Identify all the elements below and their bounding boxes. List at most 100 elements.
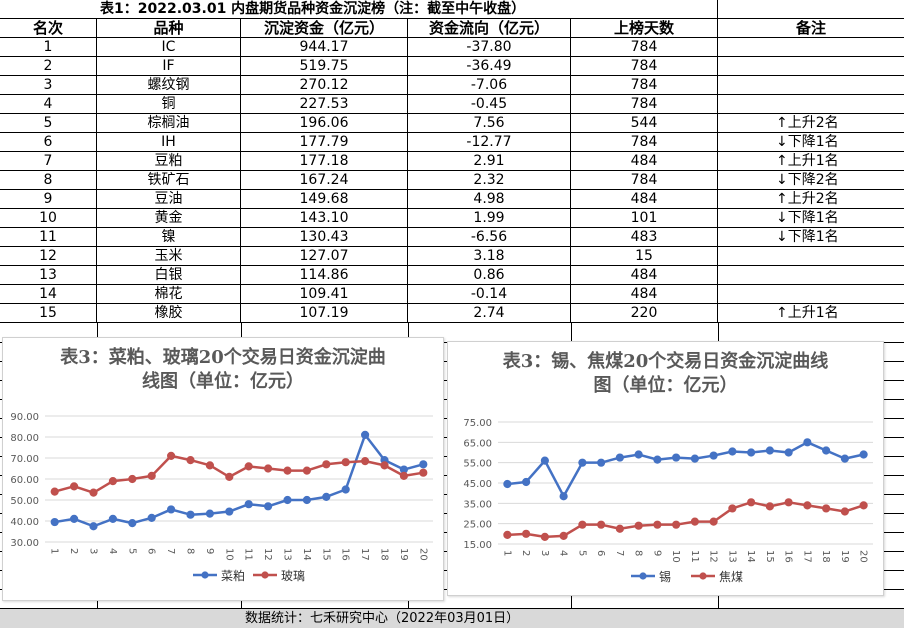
data-point bbox=[302, 495, 311, 505]
name-cell: IC bbox=[97, 38, 241, 57]
x-tick-label: 3 bbox=[539, 550, 550, 556]
chart-rapeseed-meal-glass[interactable]: 表3：菜粕、玻璃20个交易日资金沉淀曲 线图（单位：亿元） 30.00 40.00… bbox=[2, 337, 444, 601]
fund-cell: 127.07 bbox=[241, 247, 408, 266]
data-point bbox=[690, 517, 699, 526]
data-point bbox=[803, 438, 812, 447]
data-point bbox=[108, 514, 118, 523]
data-point bbox=[578, 458, 587, 467]
data-point bbox=[672, 520, 681, 529]
name-cell: 玉米 bbox=[97, 247, 241, 266]
flow-cell: 7.56 bbox=[408, 114, 571, 133]
data-point bbox=[503, 530, 512, 539]
flow-cell: 2.32 bbox=[408, 171, 571, 190]
data-point bbox=[522, 529, 531, 538]
x-tick-label: 18 bbox=[820, 550, 831, 563]
fund-cell: 107.19 bbox=[241, 304, 408, 323]
note-cell: ↓下降2名 bbox=[718, 171, 904, 190]
name-cell: 镍 bbox=[97, 228, 241, 247]
flow-cell: -7.06 bbox=[408, 76, 571, 95]
y-tick-label: 35.00 bbox=[463, 499, 492, 510]
rank-cell: 1 bbox=[0, 38, 97, 57]
title-right-cell[interactable] bbox=[718, 0, 904, 19]
header-days-cell: 上榜天数 bbox=[571, 19, 718, 38]
x-tick-label: 10 bbox=[223, 548, 234, 561]
x-tick-label: 7 bbox=[614, 550, 625, 556]
y-tick-label: 30.00 bbox=[10, 538, 39, 549]
data-point bbox=[709, 517, 718, 526]
note-cell bbox=[718, 247, 904, 266]
days-cell: 784 bbox=[571, 133, 718, 152]
legend-swatch-marker bbox=[699, 572, 707, 580]
legend-swatch-marker bbox=[201, 571, 209, 579]
data-point bbox=[108, 477, 118, 486]
y-tick-label: 40.00 bbox=[10, 517, 39, 528]
fund-cell: 227.53 bbox=[241, 95, 408, 114]
legend-swatch-marker bbox=[639, 572, 647, 580]
x-tick-label: 8 bbox=[185, 548, 196, 554]
x-tick-label: 15 bbox=[320, 548, 331, 561]
y-tick-label: 45.00 bbox=[463, 479, 492, 490]
x-tick-label: 19 bbox=[398, 548, 409, 561]
x-tick-label: 2 bbox=[520, 550, 531, 556]
x-tick-label: 16 bbox=[783, 550, 794, 563]
flow-cell: 3.18 bbox=[408, 247, 571, 266]
flow-cell: -36.49 bbox=[408, 57, 571, 76]
data-point bbox=[302, 466, 311, 475]
y-tick-label: 90.00 bbox=[10, 412, 39, 423]
data-point bbox=[728, 447, 737, 456]
x-tick-label: 14 bbox=[301, 548, 312, 561]
note-cell bbox=[718, 76, 904, 95]
data-point bbox=[634, 521, 643, 530]
flow-cell: 2.91 bbox=[408, 152, 571, 171]
data-point bbox=[803, 501, 812, 510]
data-point bbox=[503, 479, 512, 489]
x-tick-label: 4 bbox=[558, 550, 569, 556]
y-tick-label: 75.00 bbox=[463, 418, 492, 429]
name-cell: 铁矿石 bbox=[97, 171, 241, 190]
days-cell: 101 bbox=[571, 209, 718, 228]
data-point bbox=[147, 471, 156, 480]
chart-tin-coking-coal[interactable]: 表3：锡、焦煤20个交易日资金沉淀曲线 图（单位：亿元） 15.00 25.00 3… bbox=[447, 341, 884, 596]
data-point bbox=[244, 500, 253, 509]
data-point bbox=[50, 487, 59, 496]
y-tick-label: 50.00 bbox=[10, 496, 39, 507]
x-tick-label: 1 bbox=[501, 550, 512, 556]
x-tick-label: 11 bbox=[689, 550, 700, 563]
rank-cell: 11 bbox=[0, 228, 97, 247]
flow-cell: 4.98 bbox=[408, 190, 571, 209]
note-cell: ↓下降1名 bbox=[718, 228, 904, 247]
x-tick-label: 15 bbox=[764, 550, 775, 563]
data-point bbox=[361, 430, 370, 440]
days-cell: 784 bbox=[571, 76, 718, 95]
fund-cell: 944.17 bbox=[241, 38, 408, 57]
x-tick-label: 13 bbox=[726, 550, 737, 563]
y-tick-label: 60.00 bbox=[10, 475, 39, 486]
rank-cell: 6 bbox=[0, 133, 97, 152]
x-tick-label: 9 bbox=[651, 550, 662, 556]
note-cell bbox=[718, 38, 904, 57]
data-point bbox=[709, 451, 718, 460]
data-point bbox=[264, 502, 273, 511]
data-point bbox=[859, 450, 868, 459]
data-point bbox=[690, 454, 699, 463]
x-tick-label: 1 bbox=[49, 548, 60, 554]
y-tick-label: 70.00 bbox=[10, 454, 39, 465]
x-tick-label: 14 bbox=[745, 550, 756, 563]
x-tick-label: 4 bbox=[107, 548, 118, 554]
data-point bbox=[419, 460, 428, 469]
data-point bbox=[859, 501, 868, 510]
y-tick-label: 15.00 bbox=[463, 540, 492, 551]
data-point bbox=[167, 505, 176, 514]
series-line-1 bbox=[507, 441, 864, 498]
header-name-cell: 品种 bbox=[97, 19, 241, 38]
data-point bbox=[70, 482, 79, 491]
data-point bbox=[597, 458, 606, 467]
fund-cell: 196.06 bbox=[241, 114, 408, 133]
flow-cell: -0.14 bbox=[408, 285, 571, 304]
x-tick-label: 12 bbox=[708, 550, 719, 563]
note-cell bbox=[718, 285, 904, 304]
note-cell: ↑上升1名 bbox=[718, 304, 904, 323]
data-point bbox=[784, 448, 793, 457]
fund-cell: 177.79 bbox=[241, 133, 408, 152]
